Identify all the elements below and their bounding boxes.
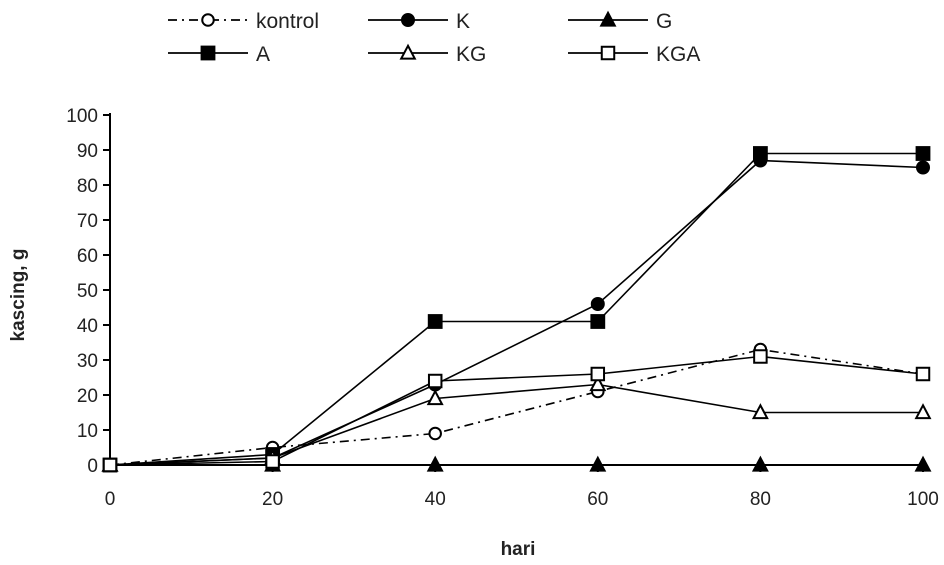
x-ticks: 0 20 40 60 80 100 [105, 465, 939, 510]
legend-item-kontrol: kontrol [168, 10, 319, 33]
series-kga [102, 349, 931, 473]
data-point-a [427, 314, 443, 329]
data-point-kga [590, 366, 606, 382]
legend: kontrol K GA KG KGA [168, 10, 700, 66]
y-tick-label: 10 [77, 421, 98, 442]
y-tick-label: 90 [77, 141, 98, 162]
x-tick-label: 80 [750, 489, 771, 510]
data-point-kg [751, 403, 769, 420]
data-point-kga [427, 373, 443, 389]
x-tick-label: 20 [262, 489, 283, 510]
data-point-g [426, 455, 444, 472]
data-point-k [916, 160, 930, 175]
y-ticks: 0 10 20 30 40 50 60 70 80 90 100 [66, 106, 110, 477]
legend-marker [201, 13, 215, 27]
data-point-k [590, 297, 605, 311]
data-point-kga [915, 366, 931, 382]
series-kg [101, 375, 932, 472]
legend-marker [599, 10, 617, 27]
x-tick-label: 60 [587, 489, 608, 510]
data-point-kga [102, 457, 118, 473]
legend-label: KG [456, 43, 486, 66]
y-axis-label: kascing, g [8, 249, 29, 342]
y-tick-label: 40 [77, 316, 98, 337]
series-line-kga [109, 355, 924, 466]
axes: 0 10 20 30 40 50 60 70 80 90 100 0 20 40 60 80 100 [66, 106, 939, 510]
legend-label: G [656, 10, 672, 33]
data-point-a [753, 146, 768, 161]
x-tick-label: 100 [907, 489, 939, 510]
legend-item-kga: KGA [568, 43, 700, 66]
y-tick-label: 80 [77, 176, 98, 197]
x-axis-label: hari [501, 539, 536, 560]
y-tick-label: 0 [87, 456, 98, 477]
data-point-a [915, 146, 931, 161]
data-point-g [914, 455, 932, 472]
legend-marker [401, 13, 415, 27]
series-a [102, 146, 931, 473]
y-tick-label: 30 [77, 351, 98, 372]
data-point-kga [265, 454, 280, 469]
x-tick-label: 0 [105, 489, 116, 510]
data-point-g [589, 455, 607, 472]
legend-item-g: G [568, 10, 672, 33]
legend-label: kontrol [256, 10, 319, 33]
legend-item-a: A [168, 43, 270, 66]
data-point-kg [426, 389, 444, 406]
legend-item-k: K [368, 10, 470, 33]
legend-marker [600, 45, 616, 61]
series-kontrol [103, 342, 930, 472]
data-point-g [751, 455, 769, 472]
series-line-k [109, 159, 924, 466]
legend-item-kg: KG [368, 43, 486, 66]
data-point-kg [914, 403, 932, 420]
y-tick-label: 20 [77, 386, 98, 407]
legend-label: KGA [656, 43, 700, 66]
legend-label: A [256, 43, 270, 66]
data-point-a [590, 314, 606, 329]
x-tick-label: 40 [425, 489, 446, 510]
y-tick-label: 50 [77, 281, 98, 302]
series-line-kontrol [109, 348, 924, 466]
data-point-kg [589, 375, 607, 392]
series-k [103, 153, 930, 472]
y-tick-label: 60 [77, 246, 98, 267]
data-point-kontrol [428, 426, 442, 441]
legend-label: K [456, 10, 470, 33]
series-layer [101, 146, 932, 473]
series-line-kg [109, 383, 923, 466]
legend-marker [399, 43, 417, 60]
data-point-kga [753, 349, 768, 364]
series-line-a [109, 152, 923, 466]
legend-marker [200, 45, 216, 61]
y-tick-label: 70 [77, 211, 98, 232]
y-tick-label: 100 [66, 106, 98, 127]
